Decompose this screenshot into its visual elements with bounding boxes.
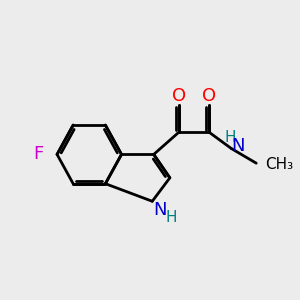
Text: CH₃: CH₃ bbox=[265, 157, 293, 172]
Text: O: O bbox=[202, 87, 216, 105]
Text: N: N bbox=[231, 136, 244, 154]
Text: F: F bbox=[34, 146, 44, 164]
Text: H: H bbox=[166, 210, 177, 225]
Text: N: N bbox=[153, 201, 166, 219]
Text: H: H bbox=[224, 130, 236, 145]
Text: O: O bbox=[172, 87, 186, 105]
